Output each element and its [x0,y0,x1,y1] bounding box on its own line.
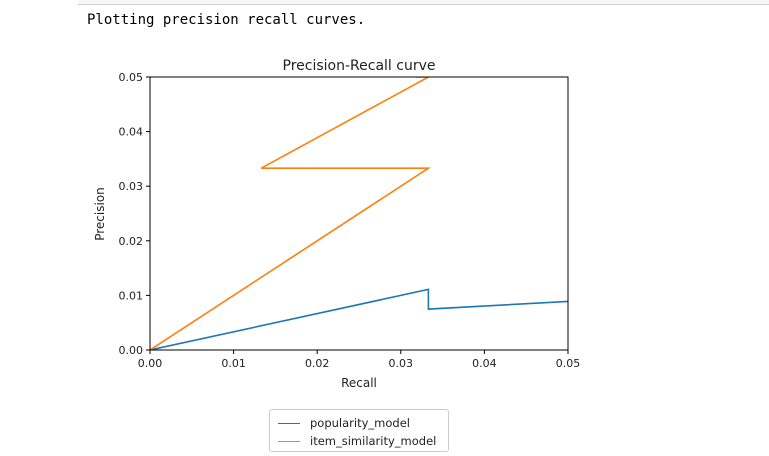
x-tick-label: 0.03 [389,357,414,370]
y-tick-label: 0.02 [119,235,144,248]
x-tick-label: 0.01 [221,357,246,370]
y-tick-label: 0.04 [119,126,144,139]
x-tick-label: 0.02 [305,357,330,370]
legend-item-item-similarity-model: item_similarity_model [278,433,436,449]
plot-area: 0.00 0.01 0.02 0.03 0.04 0.05 0.00 0.01 0.02 0.03… [119,71,581,370]
series-line-popularity-model [150,288,568,350]
y-axis-label: Precision [93,187,107,241]
y-tick-label: 0.03 [119,180,144,193]
legend-label: popularity_model [310,416,410,430]
y-tick-label: 0.05 [119,71,144,84]
axes-frame [149,76,569,351]
y-tick-label: 0.00 [119,344,144,357]
precision-recall-chart: Precision-Recall curve 0.00 0.01 0.02 0.03 0… [93,58,581,390]
legend-swatch [278,422,300,424]
series-line-item-similarity-model [150,77,432,350]
cell-border [78,0,769,5]
legend-item-popularity-model: popularity_model [278,415,410,431]
output-text: Plotting precision recall curves. [87,12,366,28]
y-tick-label: 0.01 [119,289,144,302]
x-tick-label: 0.05 [556,357,581,370]
chart-title: Precision-Recall curve [283,58,436,74]
legend-swatch [278,440,300,442]
chart-legend: popularity_model item_similarity_model [269,409,449,452]
legend-label: item_similarity_model [310,434,437,448]
x-tick-label: 0.04 [472,357,497,370]
x-axis-label: Recall [341,376,377,390]
x-tick-label: 0.00 [138,357,163,370]
